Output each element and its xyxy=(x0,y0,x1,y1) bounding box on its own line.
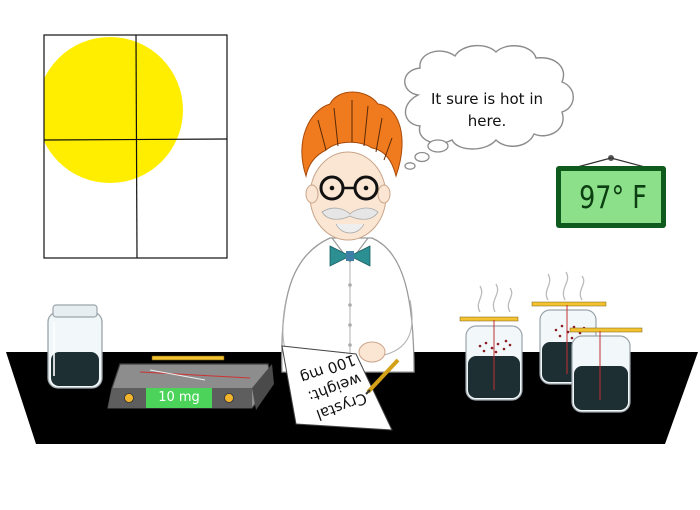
note-paper xyxy=(281,345,400,431)
scale-icon xyxy=(107,355,274,410)
window xyxy=(43,34,228,259)
sun-icon xyxy=(44,37,183,183)
speech-bubble-text: It sure is hot in here. xyxy=(431,90,543,130)
scale-display: 10 mg xyxy=(158,389,200,405)
thermometer-icon xyxy=(556,155,666,228)
jar-icon xyxy=(47,304,103,389)
scientist-icon xyxy=(281,91,415,373)
thought-bubble-icon xyxy=(404,45,574,170)
crystal-jar-icon xyxy=(459,271,643,413)
temperature-reading: 97° F xyxy=(579,180,647,216)
pencil-icon xyxy=(151,355,225,361)
